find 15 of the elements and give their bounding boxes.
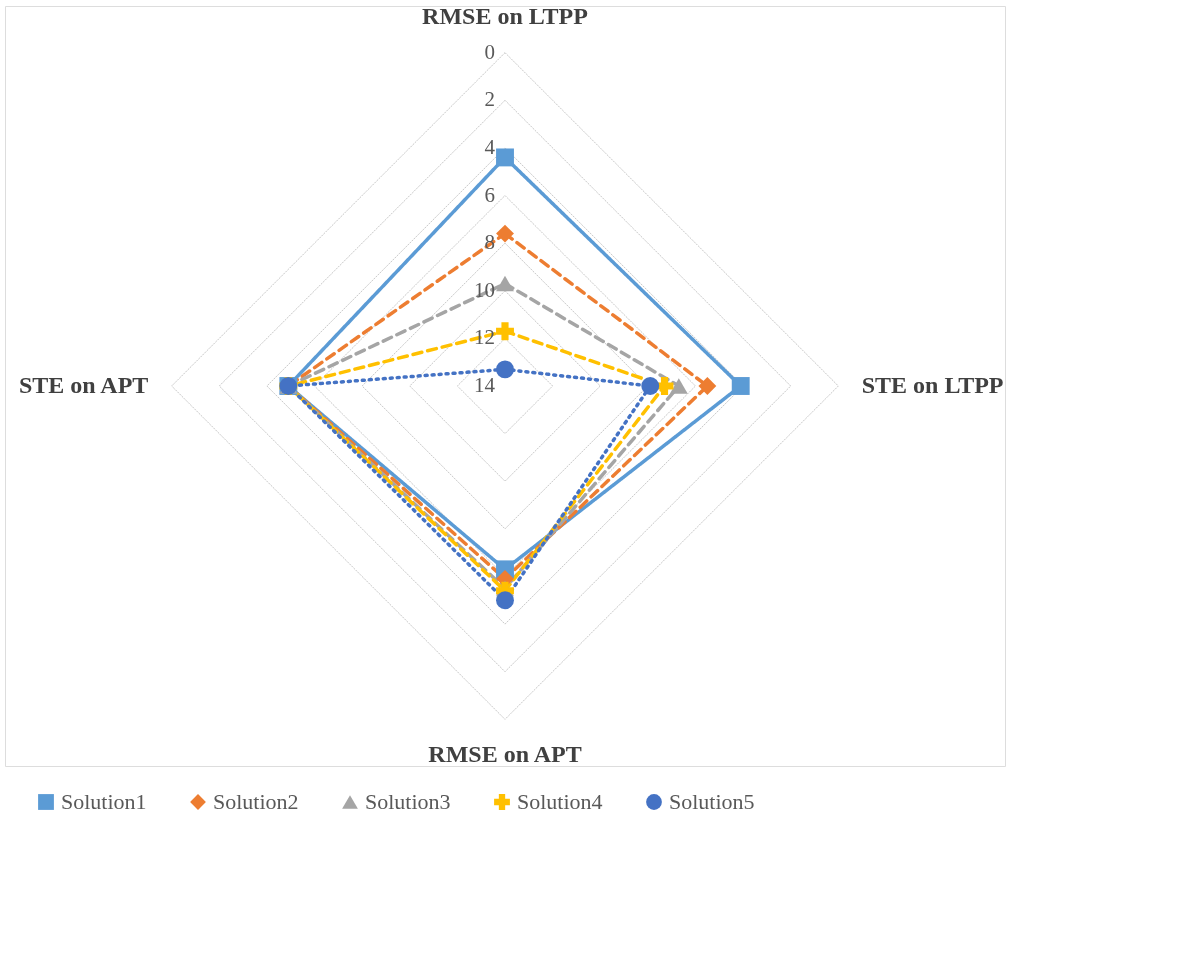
legend-label: Solution5 <box>669 789 755 814</box>
y-tick-label: 10 <box>474 277 495 302</box>
legend-label: Solution3 <box>365 789 451 814</box>
spoke-label: RMSE on LTPP <box>422 3 588 30</box>
legend-label: Solution2 <box>213 789 299 814</box>
y-tick-label: 6 <box>484 182 495 207</box>
legend-label: Solution1 <box>61 789 147 814</box>
y-tick-label: 14 <box>474 373 496 397</box>
spoke-label: STE on LTPP <box>861 372 1004 398</box>
spoke-label: RMSE on APT <box>428 740 582 767</box>
spoke-label: STE on APT <box>18 372 149 398</box>
y-tick-label: 4 <box>484 134 496 159</box>
y-tick-label: 2 <box>484 87 495 112</box>
y-tick-label: 0 <box>484 39 495 64</box>
legend-label: Solution4 <box>517 789 603 814</box>
